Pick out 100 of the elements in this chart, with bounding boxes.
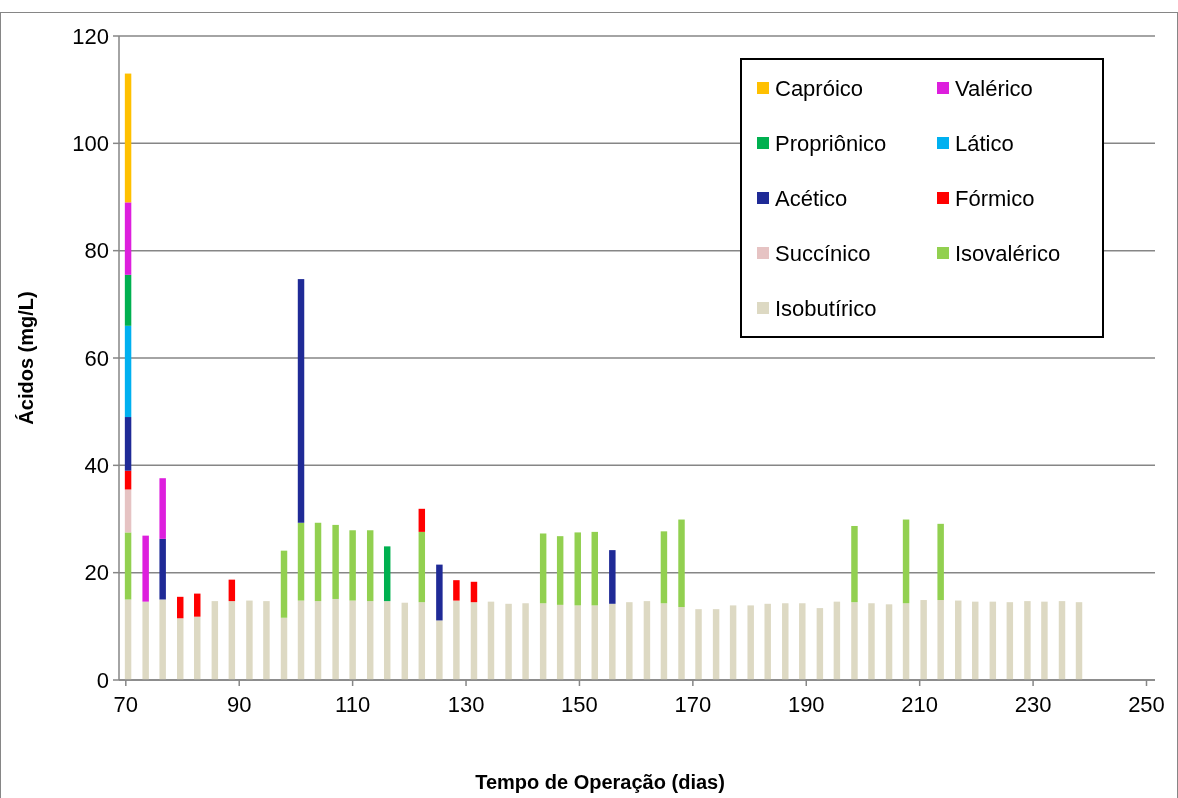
bar (332, 524, 339, 599)
bar (851, 525, 858, 603)
bar (505, 603, 512, 680)
bar (660, 531, 668, 604)
bar (920, 600, 927, 680)
bar (124, 73, 132, 203)
x-tick-label: 230 (1014, 692, 1052, 717)
bar (989, 601, 997, 680)
bar (591, 605, 598, 680)
x-tick-label: 250 (1128, 692, 1165, 717)
x-tick-label: 90 (226, 692, 252, 717)
bar (383, 601, 391, 680)
y-tick-label: 40 (84, 453, 109, 479)
bar (314, 601, 322, 680)
bar (591, 531, 598, 606)
bar (280, 617, 288, 680)
x-tick-label: 150 (561, 692, 598, 717)
bar (246, 600, 253, 680)
bar (366, 601, 374, 680)
bar (539, 533, 547, 604)
bar (418, 531, 426, 603)
bar (142, 535, 149, 602)
bar (643, 601, 651, 680)
bar (124, 325, 132, 418)
x-axis-title: Tempo de Operação (dias) (475, 771, 725, 793)
bar (747, 605, 754, 680)
y-axis-title: Ácidos (mg/L) (15, 291, 37, 425)
bar (868, 603, 875, 680)
y-tick-label: 60 (84, 345, 109, 371)
bar (833, 601, 841, 680)
bar (695, 609, 702, 680)
bar (937, 523, 944, 601)
bar (383, 546, 391, 602)
bar (194, 616, 201, 680)
x-tick-label: 190 (787, 692, 825, 717)
bar (522, 603, 529, 680)
bar (626, 602, 633, 680)
bar (937, 600, 944, 680)
x-tick-label: 170 (674, 692, 712, 717)
bar (782, 603, 789, 680)
bar (159, 599, 166, 680)
bar (142, 601, 149, 680)
legend-label: Lático (955, 130, 1014, 156)
bar (124, 417, 132, 471)
legend-label: Propriônico (775, 130, 887, 156)
y-tick-label: 100 (72, 131, 109, 157)
bar (349, 530, 356, 601)
bar (678, 607, 685, 680)
bar (609, 603, 616, 680)
bar (470, 602, 478, 680)
bar (418, 602, 426, 680)
legend-label: Fórmico (955, 185, 1035, 211)
y-tick-label: 80 (84, 238, 109, 264)
y-tick-label: 20 (84, 560, 109, 586)
bar (418, 508, 426, 532)
bar (124, 202, 132, 275)
bar (902, 519, 910, 604)
bar (177, 618, 184, 680)
legend-label: Isovalérico (955, 240, 1061, 266)
bar (764, 603, 771, 680)
legend-label: Valérico (955, 75, 1033, 101)
bar (799, 603, 806, 680)
bar (1058, 601, 1066, 680)
bar (366, 530, 374, 602)
bar (124, 274, 132, 326)
bar (972, 601, 979, 680)
bar (436, 564, 443, 621)
bar (609, 550, 616, 604)
bar (436, 620, 443, 680)
bar (556, 536, 564, 605)
bar (955, 600, 962, 680)
bar (660, 603, 668, 680)
bar (678, 519, 685, 608)
bar (332, 598, 339, 680)
bar (885, 604, 893, 680)
x-tick-label: 210 (901, 692, 939, 717)
bar (851, 602, 858, 680)
bar (539, 603, 547, 680)
legend-label: Succínico (775, 240, 871, 266)
bar (453, 600, 460, 680)
x-tick-label: 130 (447, 692, 485, 717)
bar (211, 601, 219, 680)
bar (280, 550, 288, 618)
bar (297, 600, 305, 680)
bar (159, 478, 166, 539)
legend-label: Capróico (775, 75, 864, 101)
bar (228, 601, 236, 680)
x-tick-label: 70 (113, 692, 139, 717)
legend-label: Isobutírico (775, 295, 877, 321)
bar (314, 522, 322, 602)
x-tick-label: 110 (335, 692, 371, 717)
bar (574, 532, 581, 606)
bar (1006, 602, 1014, 680)
bar (263, 601, 270, 680)
bar (159, 538, 166, 600)
bar (124, 532, 132, 600)
bar (816, 608, 824, 680)
y-tick-label: 0 (96, 667, 109, 693)
bar (1041, 601, 1048, 680)
bar (228, 579, 236, 602)
